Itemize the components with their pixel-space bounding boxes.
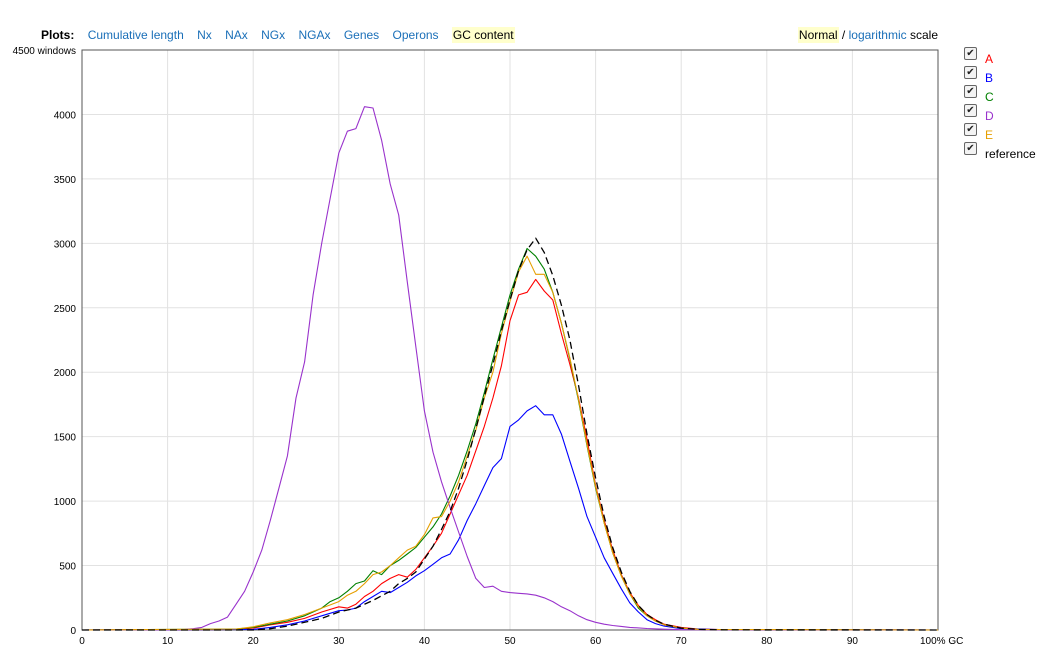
y-tick-label: 3000	[54, 239, 77, 250]
legend: ✔ A ✔ B ✔ C ✔ D ✔ E ✔ reference	[964, 47, 1036, 161]
x-tick-label: 80	[761, 636, 773, 647]
y-tick-label: 3500	[54, 175, 77, 186]
tab-nax[interactable]: NAx	[225, 28, 248, 42]
y-tick-label: 1000	[54, 497, 77, 508]
legend-checkbox[interactable]: ✔	[964, 104, 977, 117]
y-tick-label: 2500	[54, 304, 77, 315]
legend-item-b[interactable]: ✔ B	[964, 66, 1036, 85]
scale-logarithmic[interactable]: logarithmic	[848, 28, 907, 42]
y-tick-label: 500	[59, 562, 76, 573]
legend-label: D	[985, 108, 994, 123]
x-tick-label: 30	[333, 636, 345, 647]
series-line-e	[81, 255, 939, 631]
plots-label: Plots:	[41, 28, 75, 42]
tab-genes[interactable]: Genes	[343, 28, 380, 42]
legend-checkbox[interactable]: ✔	[964, 47, 977, 60]
legend-item-c[interactable]: ✔ C	[964, 85, 1036, 104]
y-tick-label: 4000	[54, 110, 77, 121]
legend-checkbox[interactable]: ✔	[964, 66, 977, 79]
x-tick-label: 60	[590, 636, 602, 647]
x-tick-label: 90	[847, 636, 859, 647]
scale-suffix: scale	[906, 28, 938, 42]
axis-layer: 0 10 20 30 40 50 60 70 80 90 100% GC 0 500 1000 1500 20…	[13, 46, 964, 647]
legend-item-e[interactable]: ✔ E	[964, 123, 1036, 142]
x-tick-label: 10	[162, 636, 174, 647]
tab-gc-content[interactable]: GC content	[451, 27, 515, 43]
y-tick-label: 1500	[54, 433, 77, 444]
x-tick-label: 40	[419, 636, 431, 647]
legend-checkbox[interactable]: ✔	[964, 85, 977, 98]
legend-checkbox[interactable]: ✔	[964, 142, 977, 155]
x-tick-label: 70	[676, 636, 688, 647]
scale-separator: /	[838, 28, 849, 42]
x-tick-label: 50	[504, 636, 516, 647]
grid-layer	[82, 50, 939, 630]
x-tick-label: 100% GC	[920, 636, 963, 647]
scale-normal[interactable]: Normal	[797, 27, 839, 43]
tab-nx[interactable]: Nx	[197, 28, 212, 42]
plot-selector-bar: Plots: Cumulative length Nx NAx NGx NGAx…	[41, 27, 525, 44]
legend-label: B	[985, 70, 994, 85]
plot-frame	[81, 49, 939, 631]
tab-cumulative-length[interactable]: Cumulative length	[87, 28, 184, 42]
series-line-d	[81, 106, 939, 631]
legend-item-a[interactable]: ✔ A	[964, 47, 1036, 66]
series-line-reference	[82, 237, 939, 631]
tab-ngax[interactable]: NGAx	[298, 28, 331, 42]
legend-item-reference[interactable]: ✔ reference	[964, 142, 1036, 161]
legend-item-d[interactable]: ✔ D	[964, 104, 1036, 123]
legend-label: E	[985, 127, 994, 142]
series-layer	[81, 106, 939, 631]
x-tick-label: 0	[79, 636, 85, 647]
x-tick-label: 20	[248, 636, 260, 647]
y-tick-label: 0	[70, 626, 76, 637]
scale-selector: Normal / logarithmic scale	[797, 27, 938, 43]
legend-label: reference	[985, 146, 1036, 161]
y-tick-label: 4500 windows	[13, 46, 76, 57]
tab-ngx[interactable]: NGx	[261, 28, 286, 42]
legend-checkbox[interactable]: ✔	[964, 123, 977, 136]
tab-operons[interactable]: Operons	[392, 28, 439, 42]
legend-label: A	[985, 51, 994, 66]
y-tick-label: 2000	[54, 368, 77, 379]
legend-label: C	[985, 89, 994, 104]
